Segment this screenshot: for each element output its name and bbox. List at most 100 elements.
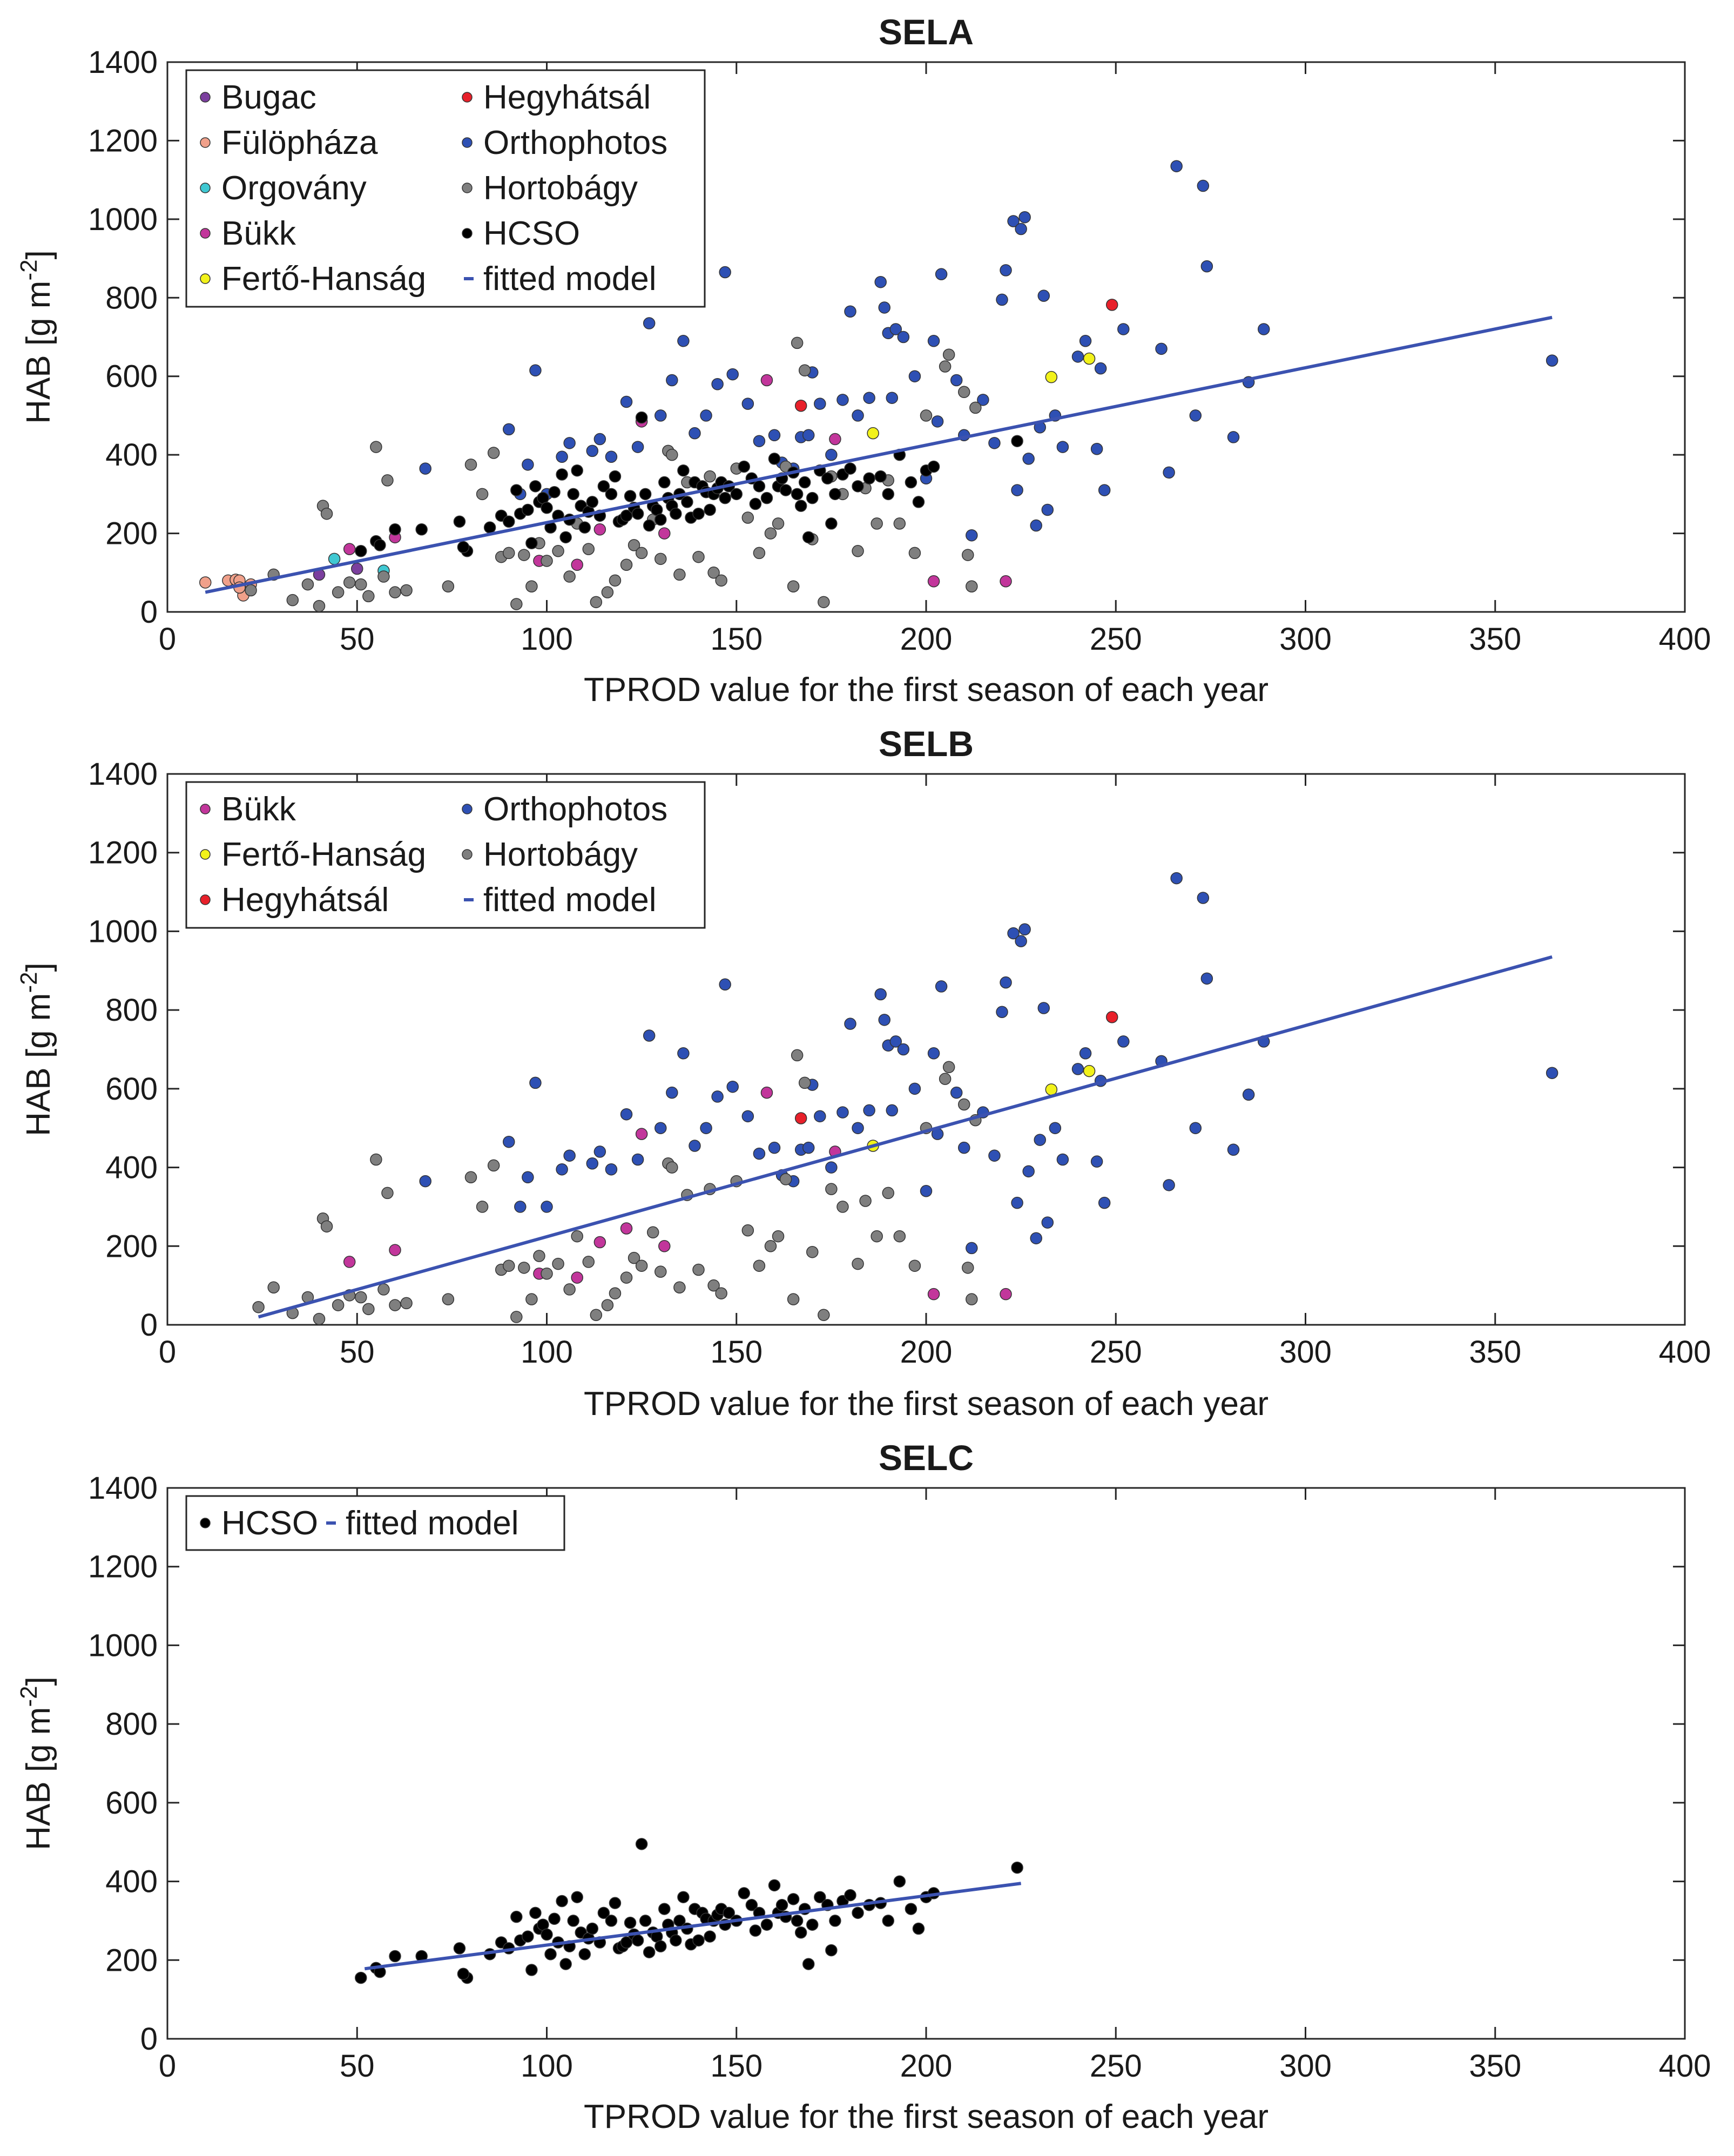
data-point bbox=[1189, 1122, 1202, 1134]
data-point bbox=[1000, 1288, 1012, 1301]
data-point bbox=[666, 448, 678, 461]
data-point bbox=[567, 488, 579, 501]
data-point bbox=[245, 584, 257, 597]
data-point bbox=[1045, 1083, 1058, 1096]
x-tick-label: 0 bbox=[159, 622, 176, 657]
data-point bbox=[476, 1201, 489, 1213]
data-point bbox=[874, 470, 887, 483]
data-point bbox=[787, 1293, 800, 1305]
data-point bbox=[818, 596, 830, 609]
data-point bbox=[818, 1309, 830, 1322]
x-tick-label: 350 bbox=[1469, 2049, 1521, 2084]
data-point bbox=[787, 580, 800, 592]
data-point bbox=[628, 539, 640, 551]
data-point bbox=[1200, 972, 1213, 985]
data-point bbox=[389, 523, 401, 536]
data-point bbox=[753, 1259, 766, 1272]
data-point bbox=[525, 580, 538, 592]
data-point bbox=[593, 1146, 606, 1158]
data-point bbox=[791, 336, 804, 349]
data-layer bbox=[199, 160, 1558, 612]
data-point bbox=[643, 317, 656, 329]
data-point bbox=[764, 1240, 777, 1252]
legend-entry-label: Bükk bbox=[221, 791, 296, 828]
data-point bbox=[772, 517, 785, 530]
data-point bbox=[966, 1242, 978, 1255]
data-point bbox=[704, 503, 716, 516]
y-axis-label-end: ] bbox=[20, 1676, 57, 1686]
data-point bbox=[1227, 1143, 1240, 1156]
data-point bbox=[962, 549, 974, 561]
x-tick-label: 100 bbox=[521, 2049, 573, 2084]
data-point bbox=[389, 1244, 401, 1256]
data-point bbox=[969, 401, 982, 414]
fitted-model-line bbox=[205, 315, 1553, 594]
legend: Bükk Fertő-Hanság Hegyhátsál Orthophotos Hor… bbox=[185, 781, 706, 929]
x-tick-label: 300 bbox=[1279, 622, 1332, 657]
x-tick-label: 400 bbox=[1659, 2049, 1711, 2084]
data-point bbox=[556, 1163, 568, 1176]
data-point bbox=[1018, 211, 1031, 224]
legend-box bbox=[185, 781, 706, 929]
x-tick-label: 100 bbox=[521, 1335, 573, 1370]
y-axis-label-exponent: -2 bbox=[16, 972, 42, 993]
x-tick-label: 300 bbox=[1279, 2049, 1332, 2084]
data-point bbox=[882, 1187, 894, 1200]
data-point bbox=[400, 1297, 413, 1310]
data-point bbox=[844, 305, 856, 318]
data-layer bbox=[355, 1838, 1023, 1984]
x-tick-label: 250 bbox=[1090, 622, 1142, 657]
data-point bbox=[328, 553, 341, 565]
data-point bbox=[1546, 1067, 1558, 1079]
data-point bbox=[927, 460, 940, 473]
data-point bbox=[768, 429, 781, 442]
data-point bbox=[400, 584, 413, 597]
data-point bbox=[639, 488, 652, 501]
data-point bbox=[556, 1895, 568, 1908]
data-point bbox=[852, 409, 864, 422]
data-point bbox=[1090, 1155, 1103, 1168]
data-point bbox=[931, 415, 944, 428]
data-point bbox=[655, 553, 667, 565]
y-tick-label: 1400 bbox=[88, 1471, 158, 1506]
x-tick-label: 100 bbox=[521, 622, 573, 657]
data-point bbox=[522, 1171, 534, 1184]
x-axis-label: TPROD value for the first season of each… bbox=[584, 671, 1269, 709]
data-point bbox=[362, 590, 375, 603]
legend-entry-label: Hegyhátsál bbox=[483, 79, 651, 116]
data-point bbox=[871, 517, 883, 530]
data-point bbox=[730, 488, 743, 501]
data-point bbox=[571, 1271, 583, 1284]
data-point bbox=[829, 433, 841, 446]
data-point bbox=[753, 547, 766, 560]
data-point bbox=[1227, 431, 1240, 443]
data-point bbox=[1098, 1196, 1111, 1209]
data-point bbox=[605, 1915, 618, 1927]
data-point bbox=[863, 1104, 875, 1117]
data-point bbox=[942, 1061, 955, 1074]
data-point bbox=[1041, 1216, 1054, 1229]
data-point bbox=[829, 488, 841, 501]
data-point bbox=[726, 1080, 739, 1093]
data-point bbox=[859, 1195, 872, 1207]
data-point bbox=[1011, 1196, 1023, 1209]
data-point bbox=[609, 1287, 622, 1299]
data-point bbox=[541, 1928, 553, 1941]
data-point bbox=[871, 1230, 883, 1243]
data-point bbox=[457, 1968, 470, 1980]
legend-entry-label: Bugac bbox=[221, 79, 316, 116]
data-point bbox=[673, 1281, 686, 1294]
data-point bbox=[609, 1897, 622, 1909]
data-point bbox=[852, 1122, 864, 1134]
data-point bbox=[711, 378, 724, 390]
data-point bbox=[597, 480, 610, 493]
chart-panel-sela: 0 50 100 150 200 250 300 350 400 0 200 400 600 800 100… bbox=[16, 12, 1711, 709]
x-tick-label: 50 bbox=[340, 622, 375, 657]
data-point bbox=[1200, 260, 1213, 273]
data-point bbox=[453, 1942, 466, 1955]
x-tick-label: 400 bbox=[1659, 1335, 1711, 1370]
chart-title: SELA bbox=[879, 12, 974, 52]
data-point bbox=[939, 360, 952, 373]
y-axis-label-exponent: -2 bbox=[16, 259, 42, 280]
data-point bbox=[313, 1312, 326, 1325]
